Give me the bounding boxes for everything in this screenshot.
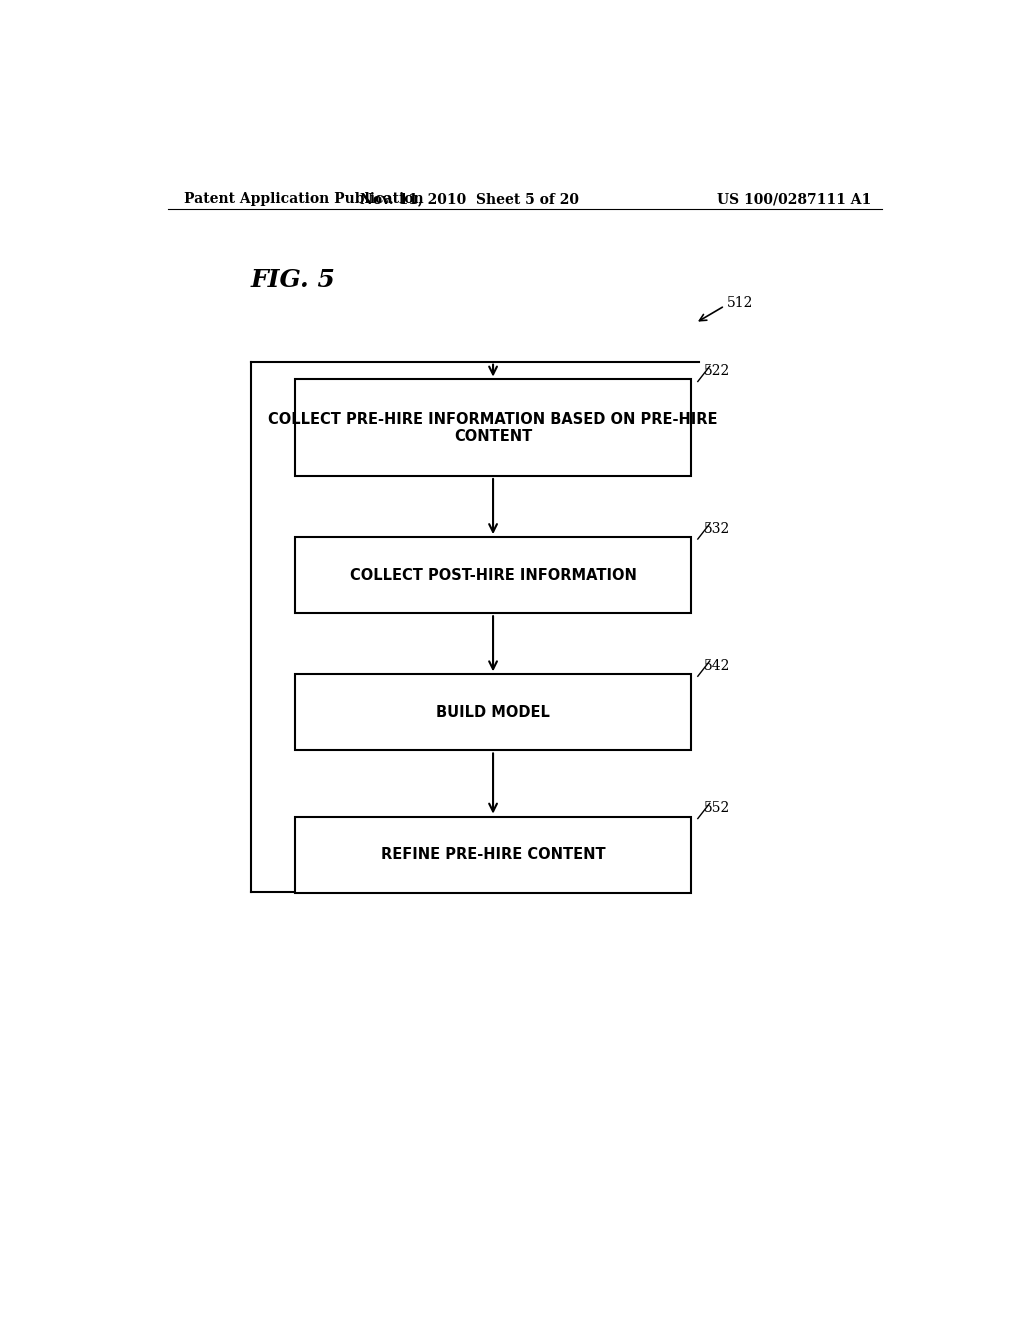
Text: 552: 552 [705, 801, 730, 816]
Bar [295, 537, 691, 614]
Text: Nov. 11, 2010  Sheet 5 of 20: Nov. 11, 2010 Sheet 5 of 20 [359, 191, 579, 206]
Text: 512: 512 [727, 296, 754, 310]
Text: FIG. 5: FIG. 5 [251, 268, 336, 292]
Text: Patent Application Publication: Patent Application Publication [183, 191, 423, 206]
Bar [295, 675, 691, 751]
Bar [295, 817, 691, 892]
Text: US 100/0287111 A1: US 100/0287111 A1 [718, 191, 871, 206]
Text: 542: 542 [705, 659, 730, 673]
Text: 522: 522 [705, 364, 730, 379]
Text: COLLECT POST-HIRE INFORMATION: COLLECT POST-HIRE INFORMATION [349, 568, 637, 582]
Text: REFINE PRE-HIRE CONTENT: REFINE PRE-HIRE CONTENT [381, 847, 605, 862]
Text: 532: 532 [705, 521, 730, 536]
Bar [295, 379, 691, 477]
Text: BUILD MODEL: BUILD MODEL [436, 705, 550, 719]
Text: COLLECT PRE-HIRE INFORMATION BASED ON PRE-HIRE
CONTENT: COLLECT PRE-HIRE INFORMATION BASED ON PR… [268, 412, 718, 444]
